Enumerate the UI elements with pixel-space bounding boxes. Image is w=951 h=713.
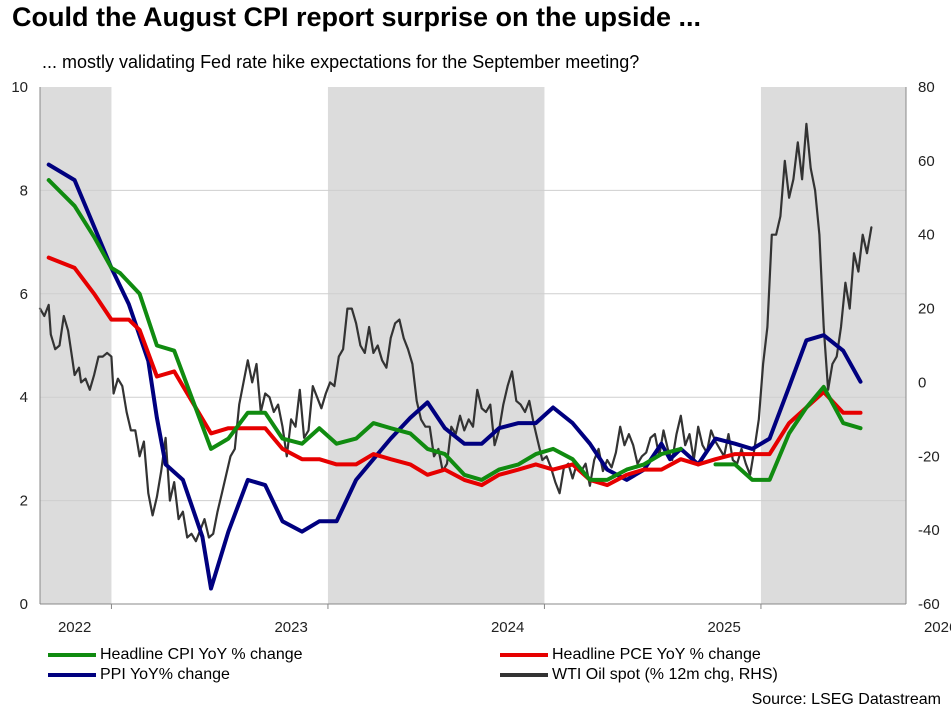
series-line-cpi-2 [713,384,863,482]
x-tick-label: 2026 [924,619,951,636]
legend-label-ppi: PPI YoY% change [100,666,230,683]
legend-swatch-wti [500,672,548,677]
shaded-period-0 [40,87,112,604]
legend-swatch-cpi [48,652,96,657]
series-line-pce [46,255,863,488]
y-right-tick-label: 60 [918,153,935,170]
source-note: Source: LSEG Datastream [751,691,941,708]
shaded-periods [40,87,906,604]
y-right-tick-label: -60 [918,596,940,613]
y-left-tick-label: 2 [20,493,28,510]
legend-swatch-ppi [48,672,96,677]
year-dividers [110,604,762,609]
series-line-wti [38,122,873,543]
legend-item-cpi: Headline CPI YoY % change [48,646,303,664]
y-right-tick-label: -40 [918,522,940,539]
series-line-cpi [46,178,683,482]
x-tick-label: 2022 [58,619,91,636]
legend-swatch-pce [500,652,548,657]
legend-label-wti: WTI Oil spot (% 12m chg, RHS) [552,666,778,683]
y-right-tick-label: 40 [918,227,935,244]
y-left-tick-label: 10 [11,79,28,96]
y-left-tick-label: 4 [20,389,28,406]
chart-subtitle: ... mostly validating Fed rate hike expe… [42,52,640,72]
y-right-tick-label: 0 [918,374,926,391]
y-left-tick-label: 8 [20,182,28,199]
y-left-tick-label: 0 [20,596,28,613]
axes: 0 2 4 6 8 10 -60 -40 -20 0 20 40 60 80 2022 2023 2024 202… [11,79,951,636]
shaded-period-1 [327,87,545,604]
legend-label-cpi: Headline CPI YoY % change [100,646,303,663]
y-right-tick-label: -20 [918,448,940,465]
x-tick-label: 2023 [274,619,307,636]
x-tick-label: 2025 [707,619,740,636]
y-right-tick-label: 20 [918,301,935,318]
y-left-tick-label: 6 [20,286,28,303]
legend-item-pce: Headline PCE YoY % change [500,646,761,664]
legend-item-wti: WTI Oil spot (% 12m chg, RHS) [500,666,778,684]
chart-title: Could the August CPI report surprise on … [12,2,702,32]
gridlines [40,189,906,502]
legend-label-pce: Headline PCE YoY % change [552,646,761,663]
x-tick-label: 2024 [491,619,524,636]
y-right-tick-label: 80 [918,79,935,96]
series-line-ppi [46,162,863,591]
series-lines [38,122,873,591]
legend-item-ppi: PPI YoY% change [48,666,230,684]
